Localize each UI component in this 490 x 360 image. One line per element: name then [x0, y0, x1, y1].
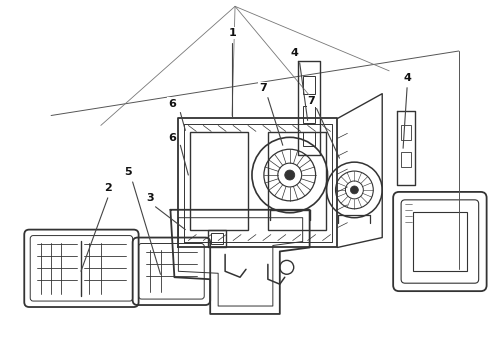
- Bar: [401, 152, 411, 167]
- Bar: [303, 132, 315, 146]
- Text: 2: 2: [104, 183, 112, 193]
- Circle shape: [350, 186, 358, 194]
- Text: 1: 1: [228, 28, 236, 38]
- Circle shape: [285, 170, 294, 180]
- Text: 6: 6: [169, 133, 176, 143]
- Text: 5: 5: [124, 167, 131, 177]
- Bar: [208, 230, 226, 247]
- Bar: [268, 132, 325, 230]
- Text: 4: 4: [403, 73, 411, 83]
- Bar: [190, 132, 248, 230]
- Bar: [211, 233, 223, 244]
- Bar: [413, 212, 467, 271]
- Text: 7: 7: [259, 83, 267, 93]
- Bar: [303, 105, 315, 123]
- Text: 4: 4: [291, 48, 298, 58]
- Text: 6: 6: [169, 99, 176, 109]
- Bar: [303, 76, 315, 94]
- Text: 3: 3: [147, 193, 154, 203]
- Text: 7: 7: [308, 96, 316, 105]
- Bar: [401, 125, 411, 140]
